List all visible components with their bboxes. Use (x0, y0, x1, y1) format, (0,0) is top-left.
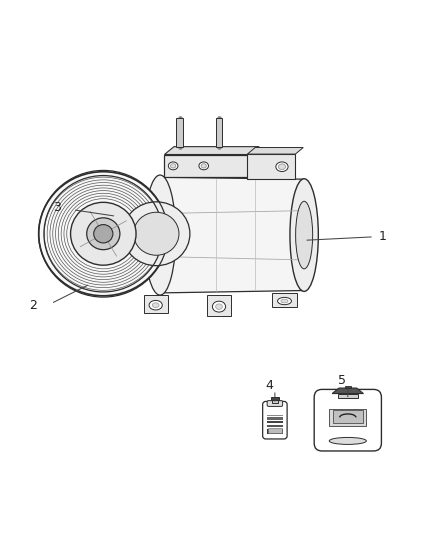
Ellipse shape (94, 224, 113, 243)
Bar (338, 393, 357, 398)
Bar (272, 399, 278, 403)
Ellipse shape (123, 202, 190, 265)
Polygon shape (247, 148, 303, 154)
Bar (345, 386, 350, 388)
Polygon shape (164, 147, 259, 155)
Ellipse shape (170, 164, 176, 168)
Bar (271, 397, 279, 400)
FancyBboxPatch shape (314, 390, 381, 451)
Ellipse shape (296, 201, 313, 269)
Bar (207, 295, 231, 316)
Text: 5: 5 (338, 374, 346, 387)
Ellipse shape (281, 299, 288, 303)
Ellipse shape (329, 438, 366, 445)
Text: 2: 2 (29, 300, 37, 312)
Ellipse shape (71, 203, 136, 265)
Text: 1: 1 (379, 230, 387, 243)
Bar (268, 429, 282, 433)
Ellipse shape (145, 175, 176, 295)
Ellipse shape (276, 162, 288, 172)
Bar (329, 409, 366, 426)
Bar (267, 415, 283, 416)
Ellipse shape (201, 164, 206, 168)
Bar (176, 118, 183, 147)
Ellipse shape (290, 179, 318, 292)
FancyBboxPatch shape (263, 401, 287, 439)
Ellipse shape (87, 218, 120, 249)
Bar (267, 429, 283, 434)
Ellipse shape (134, 212, 179, 255)
Ellipse shape (278, 297, 291, 305)
Ellipse shape (168, 162, 178, 170)
Polygon shape (160, 177, 304, 293)
Ellipse shape (212, 301, 226, 312)
Bar (144, 295, 168, 313)
FancyBboxPatch shape (267, 401, 283, 406)
Ellipse shape (215, 304, 223, 309)
Ellipse shape (279, 164, 286, 169)
Bar (267, 425, 283, 427)
Ellipse shape (149, 301, 162, 310)
Bar (267, 421, 283, 423)
Text: 4: 4 (265, 379, 273, 392)
Bar (272, 293, 297, 308)
Ellipse shape (39, 172, 168, 296)
Ellipse shape (199, 162, 208, 170)
Bar (333, 410, 363, 423)
Polygon shape (332, 388, 364, 393)
Bar (247, 154, 295, 180)
Text: 3: 3 (53, 201, 61, 214)
Bar (164, 155, 250, 177)
Bar (267, 417, 283, 419)
Bar (215, 118, 223, 147)
Ellipse shape (152, 303, 159, 308)
